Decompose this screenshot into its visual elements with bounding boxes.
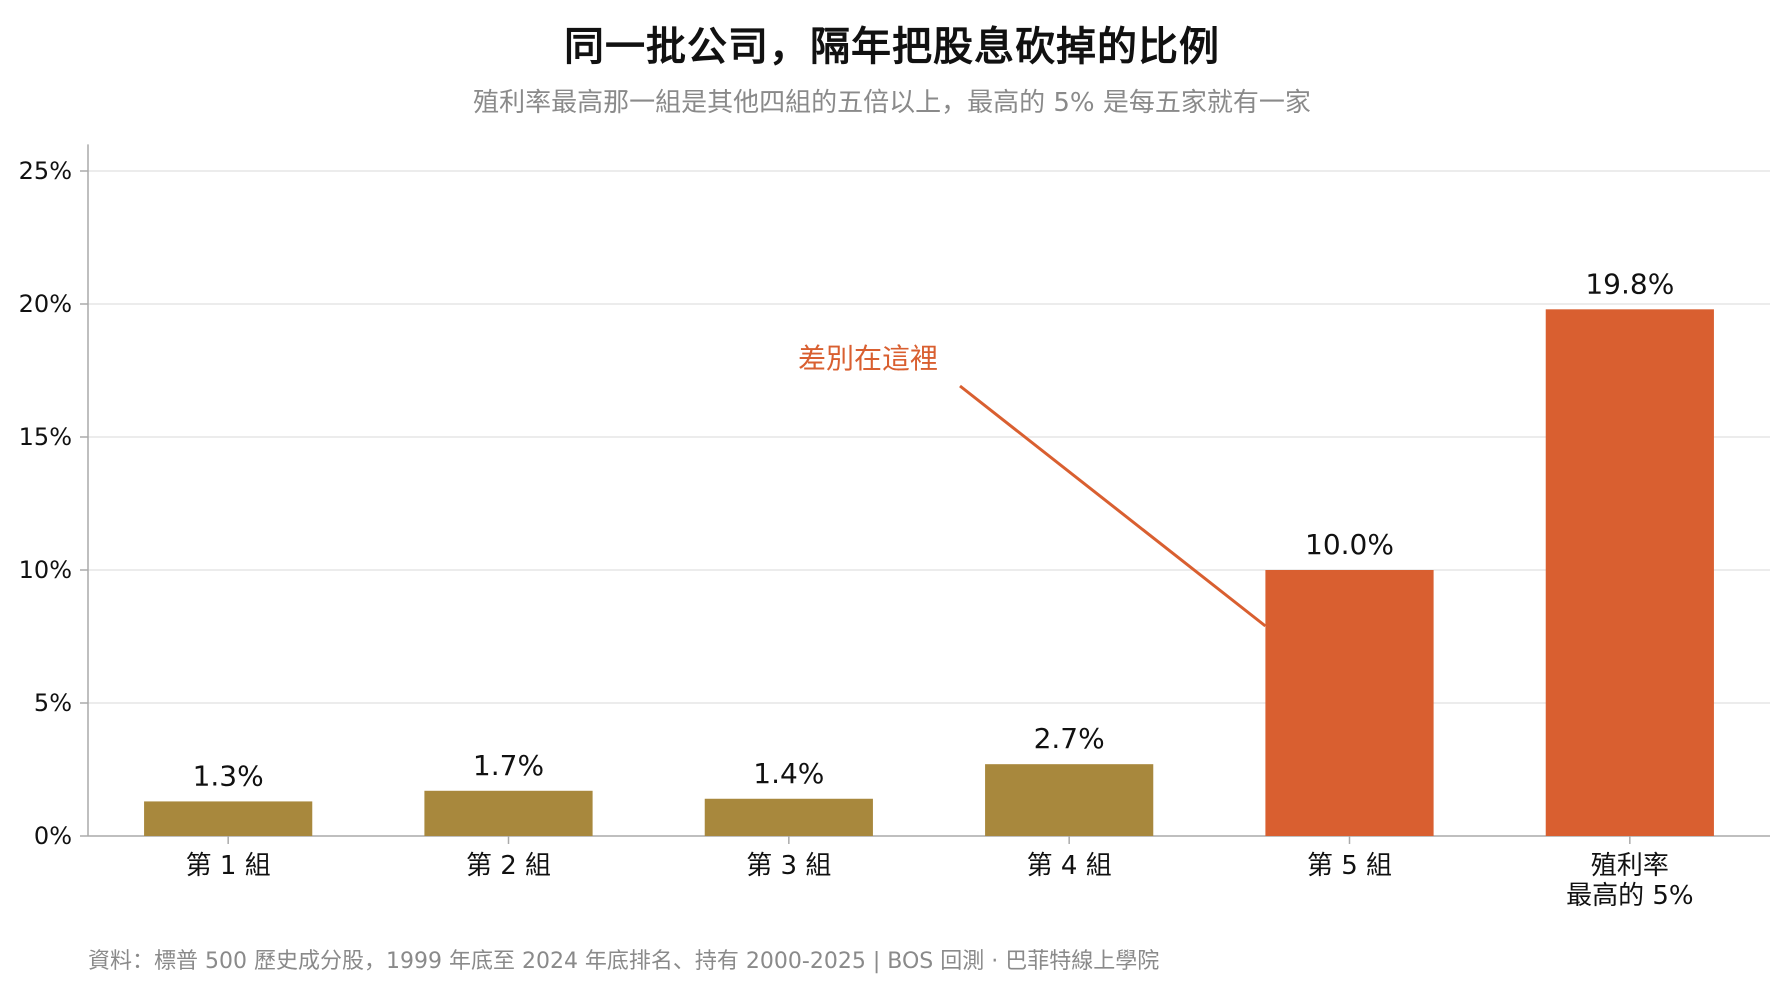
bar-value-label: 1.4%	[753, 757, 824, 790]
chart-title: 同一批公司，隔年把股息砍掉的比例	[564, 24, 1220, 70]
y-tick-label: 25%	[19, 157, 72, 185]
bar-value-label: 1.3%	[193, 759, 264, 792]
y-tick-label: 20%	[19, 290, 72, 318]
x-tick-label: 第 2 組	[466, 851, 551, 881]
annotation-pointer-line	[959, 384, 1267, 628]
bar	[1265, 570, 1434, 836]
y-tick-label: 5%	[34, 689, 72, 717]
bar	[424, 790, 593, 836]
x-tick-label: 第 4 組	[1027, 851, 1112, 881]
x-tick-label: 第 3 組	[746, 851, 831, 881]
bar-value-label: 19.8%	[1585, 267, 1674, 300]
y-tick-label: 15%	[19, 423, 72, 451]
bar-value-label: 1.7%	[473, 749, 544, 782]
bar	[144, 801, 313, 836]
bar	[985, 764, 1154, 836]
x-tick-label: 第 5 組	[1307, 851, 1392, 881]
y-tick-label: 0%	[34, 822, 72, 850]
source-note: 資料：標普 500 歷史成分股，1999 年底至 2024 年底排名、持有 20…	[88, 949, 1160, 974]
bar-value-label: 10.0%	[1305, 528, 1394, 561]
x-tick-label: 最高的 5%	[1566, 881, 1694, 911]
chart-subtitle: 殖利率最高那一組是其他四組的五倍以上，最高的 5% 是每五家就有一家	[473, 88, 1311, 118]
y-tick-label: 10%	[19, 556, 72, 584]
bar	[1545, 309, 1714, 836]
annotation-label: 差別在這裡	[798, 342, 938, 375]
x-tick-label: 第 1 組	[186, 851, 271, 881]
bar-value-label: 2.7%	[1034, 722, 1105, 755]
bar	[704, 798, 873, 836]
x-tick-label: 殖利率	[1591, 851, 1669, 881]
